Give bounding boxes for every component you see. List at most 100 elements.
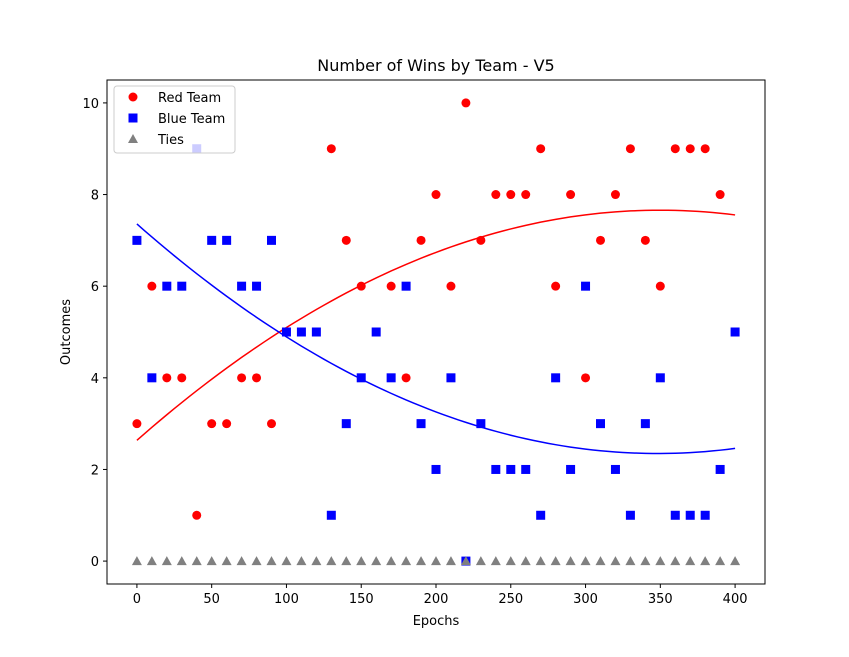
y-tick-label: 10 bbox=[82, 97, 99, 112]
ties-point bbox=[161, 556, 172, 566]
blue-team-point bbox=[670, 510, 680, 520]
red-team-point bbox=[625, 144, 635, 154]
red-team-point bbox=[222, 419, 232, 429]
ties-point bbox=[326, 556, 337, 566]
red-team-point bbox=[431, 190, 441, 200]
blue-team-point bbox=[311, 327, 321, 337]
y-axis-label: Outcomes bbox=[59, 299, 74, 365]
ties-point bbox=[535, 556, 546, 566]
blue-team-point bbox=[521, 464, 531, 474]
ties-point bbox=[221, 556, 232, 566]
y-tick-label: 0 bbox=[91, 555, 99, 570]
ties-point bbox=[371, 556, 382, 566]
red-team-point bbox=[132, 419, 142, 429]
red-team-point bbox=[640, 235, 650, 245]
trend-line bbox=[136, 209, 736, 441]
red-team-point bbox=[267, 419, 276, 429]
ties-point bbox=[131, 556, 142, 566]
ties-point bbox=[191, 556, 202, 566]
legend-frame bbox=[113, 85, 236, 154]
x-tick-label: 300 bbox=[573, 592, 598, 607]
blue-team-point bbox=[506, 464, 516, 474]
legend-marker-ties bbox=[128, 134, 138, 143]
ties-point bbox=[610, 556, 621, 566]
legend-label: Red Team bbox=[158, 91, 221, 106]
legend-label: Blue Team bbox=[158, 112, 225, 127]
blue-team-point bbox=[536, 510, 546, 520]
legend: Red Team Blue Team Ties bbox=[113, 85, 236, 154]
blue-team-point bbox=[566, 464, 576, 474]
red-team-point bbox=[416, 235, 426, 245]
blue-team-point bbox=[281, 327, 291, 337]
red-team-point bbox=[207, 419, 217, 429]
red-team-point bbox=[446, 281, 456, 291]
ties-point bbox=[251, 556, 262, 566]
ties-point bbox=[550, 556, 561, 566]
y-tick-label: 4 bbox=[91, 372, 99, 387]
ties-point bbox=[176, 556, 187, 566]
x-tick-label: 100 bbox=[274, 592, 299, 607]
x-tick-label: 150 bbox=[349, 592, 374, 607]
red-team-point bbox=[192, 510, 202, 520]
ties-point bbox=[206, 556, 217, 566]
ties-point bbox=[401, 556, 412, 566]
red-team-point bbox=[341, 235, 351, 245]
ties-point bbox=[655, 556, 666, 566]
red-team-point bbox=[147, 281, 157, 291]
blue-team-point bbox=[551, 373, 561, 383]
blue-team-point bbox=[296, 327, 306, 337]
ties-point bbox=[416, 556, 427, 566]
ties-point bbox=[281, 556, 292, 566]
x-tick-label: 250 bbox=[498, 592, 523, 607]
ties-point bbox=[625, 556, 636, 566]
blue-team-point bbox=[625, 510, 635, 520]
red-team-point bbox=[521, 190, 531, 200]
blue-team-point bbox=[177, 281, 187, 291]
red-team-point bbox=[551, 281, 561, 291]
red-team-point bbox=[177, 373, 187, 383]
ties-point bbox=[700, 556, 711, 566]
red-team-point bbox=[700, 144, 710, 154]
blue-team-point bbox=[147, 373, 157, 383]
blue-team-point bbox=[446, 373, 456, 383]
red-team-point bbox=[670, 144, 680, 154]
blue-team-point bbox=[386, 373, 396, 383]
ties-point bbox=[565, 556, 576, 566]
chart-title: Number of Wins by Team - V5 bbox=[317, 56, 554, 75]
red-team-point bbox=[476, 235, 486, 245]
blue-team-point bbox=[207, 235, 217, 245]
ties-point bbox=[266, 556, 277, 566]
red-team-point bbox=[401, 373, 411, 383]
ties-point bbox=[580, 556, 591, 566]
blue-team-point bbox=[267, 235, 276, 245]
blue-team-point bbox=[416, 419, 426, 429]
blue-team-point bbox=[371, 327, 381, 337]
blue-team-point bbox=[715, 464, 725, 474]
blue-team-point bbox=[222, 235, 232, 245]
legend-marker-blue-team bbox=[128, 113, 138, 123]
ties-point bbox=[236, 556, 247, 566]
blue-team-point bbox=[581, 281, 591, 291]
ties-point bbox=[490, 556, 501, 566]
ties-point bbox=[311, 556, 322, 566]
blue-team-point bbox=[730, 327, 740, 337]
blue-team-point bbox=[401, 281, 411, 291]
x-axis-label: Epochs bbox=[413, 614, 460, 629]
red-team-point bbox=[581, 373, 591, 383]
trend-line bbox=[136, 223, 736, 455]
red-team-point bbox=[326, 144, 336, 154]
red-team-point bbox=[461, 98, 471, 108]
red-team-point bbox=[566, 190, 576, 200]
red-team-point bbox=[356, 281, 366, 291]
red-team-point bbox=[162, 373, 172, 383]
blue-team-point bbox=[326, 510, 336, 520]
red-team-point bbox=[252, 373, 262, 383]
ties-point bbox=[595, 556, 606, 566]
ties-point bbox=[640, 556, 651, 566]
y-tick-label: 2 bbox=[91, 463, 99, 478]
blue-team-point bbox=[341, 419, 351, 429]
y-axis-ticks: 0 2 4 6 8 10 bbox=[82, 97, 107, 570]
red-team-point bbox=[685, 144, 695, 154]
ties-point bbox=[685, 556, 696, 566]
